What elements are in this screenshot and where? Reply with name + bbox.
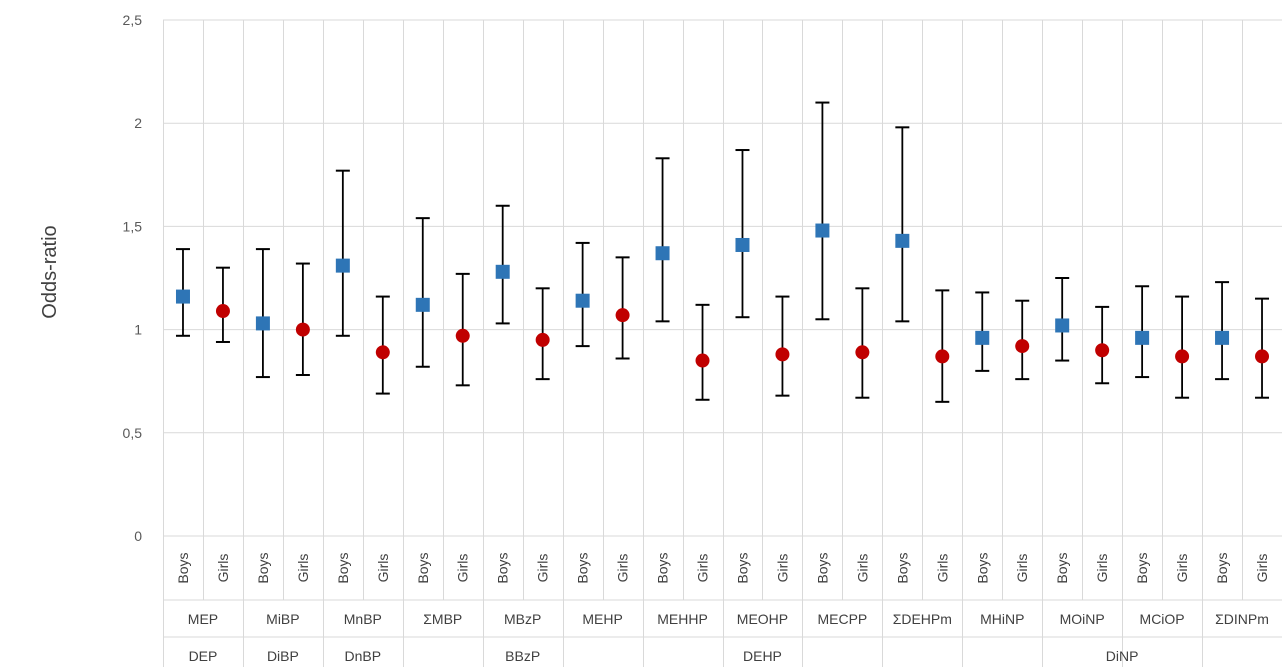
gender-label: Boys: [1214, 552, 1230, 583]
gender-label: Girls: [1254, 554, 1270, 583]
gender-label: Girls: [375, 554, 391, 583]
gender-label: Boys: [1054, 552, 1070, 583]
y-tick-label: 2: [134, 115, 142, 131]
parent-compound-label: DiNP: [1106, 648, 1139, 664]
metabolite-label: MCiOP: [1140, 611, 1185, 627]
girls-point: [855, 345, 870, 360]
girls-point: [1095, 343, 1110, 358]
y-tick-label: 1: [134, 322, 142, 338]
gender-label: Boys: [255, 552, 271, 583]
gender-label: Girls: [934, 554, 950, 583]
boys-point: [575, 293, 590, 308]
boys-point: [1215, 330, 1230, 345]
boys-point: [335, 258, 350, 273]
boys-point: [895, 233, 910, 248]
boys-point: [175, 289, 190, 304]
boys-point: [1055, 318, 1070, 333]
girls-point: [695, 353, 710, 368]
y-tick-label: 0,5: [123, 425, 143, 441]
error-bars: [175, 101, 1270, 403]
y-tick-label: 1,5: [123, 218, 143, 234]
parent-compound-label: DEHP: [743, 648, 782, 664]
axis-layer: 0 0,5 1 1,5 2 2,5: [123, 12, 143, 544]
category-labels: Boys Girls Boys Girls Boys Girls Boys Girls Boys…: [175, 552, 1270, 664]
girls-point: [1255, 349, 1270, 364]
metabolite-label: ΣMBP: [423, 611, 462, 627]
girls-point: [1015, 339, 1030, 354]
metabolite-label: ΣDINPm: [1215, 611, 1269, 627]
gender-label: Boys: [575, 552, 591, 583]
metabolite-label: MEHHP: [657, 611, 708, 627]
metabolite-label: MEHP: [582, 611, 622, 627]
gender-label: Boys: [734, 552, 750, 583]
girls-point: [295, 322, 310, 337]
parent-compound-label: BBzP: [505, 648, 540, 664]
gender-label: Boys: [894, 552, 910, 583]
girls-point: [215, 304, 230, 319]
gender-label: Girls: [695, 554, 711, 583]
boys-point: [495, 264, 510, 279]
metabolite-label: MnBP: [344, 611, 382, 627]
gender-label: Girls: [1174, 554, 1190, 583]
boys-point: [415, 297, 430, 312]
gender-label: Boys: [814, 552, 830, 583]
metabolite-label: MECPP: [817, 611, 867, 627]
gender-label: Girls: [215, 554, 231, 583]
gender-label: Boys: [335, 552, 351, 583]
girls-point: [935, 349, 950, 364]
metabolite-label: MBzP: [504, 611, 541, 627]
boys-point: [255, 316, 270, 331]
parent-compound-label: DnBP: [345, 648, 382, 664]
y-tick-label: 0: [134, 528, 142, 544]
boys-point: [1135, 330, 1150, 345]
metabolite-label: ΣDEHPm: [893, 611, 952, 627]
metabolite-label: MiBP: [266, 611, 299, 627]
parent-compound-label: DEP: [189, 648, 218, 664]
parent-compound-label: DiBP: [267, 648, 299, 664]
girls-point: [615, 308, 630, 323]
gender-label: Boys: [1134, 552, 1150, 583]
gender-label: Girls: [1014, 554, 1030, 583]
girls-point: [1175, 349, 1190, 364]
boys-point: [655, 246, 670, 261]
y-tick-label: 2,5: [123, 12, 143, 28]
gender-label: Girls: [774, 554, 790, 583]
boys-point: [815, 223, 830, 238]
metabolite-label: MOiNP: [1060, 611, 1105, 627]
gender-label: Girls: [615, 554, 631, 583]
girls-point: [775, 347, 790, 362]
gender-label: Boys: [175, 552, 191, 583]
metabolite-label: MHiNP: [980, 611, 1024, 627]
boys-point: [735, 237, 750, 252]
gender-label: Girls: [535, 554, 551, 583]
gender-label: Girls: [1094, 554, 1110, 583]
markers: [175, 223, 1270, 368]
metabolite-label: MEP: [188, 611, 218, 627]
gender-label: Boys: [655, 552, 671, 583]
gender-label: Boys: [495, 552, 511, 583]
boys-point: [975, 330, 990, 345]
grid-layer: [163, 19, 1282, 667]
gender-label: Girls: [455, 554, 471, 583]
y-axis-label: Odds-ratio: [39, 225, 61, 318]
gender-label: Girls: [854, 554, 870, 583]
metabolite-label: MEOHP: [737, 611, 788, 627]
gender-label: Boys: [415, 552, 431, 583]
girls-point: [375, 345, 390, 360]
gender-label: Boys: [974, 552, 990, 583]
girls-point: [455, 328, 470, 343]
girls-point: [535, 332, 550, 347]
gender-label: Girls: [295, 554, 311, 583]
